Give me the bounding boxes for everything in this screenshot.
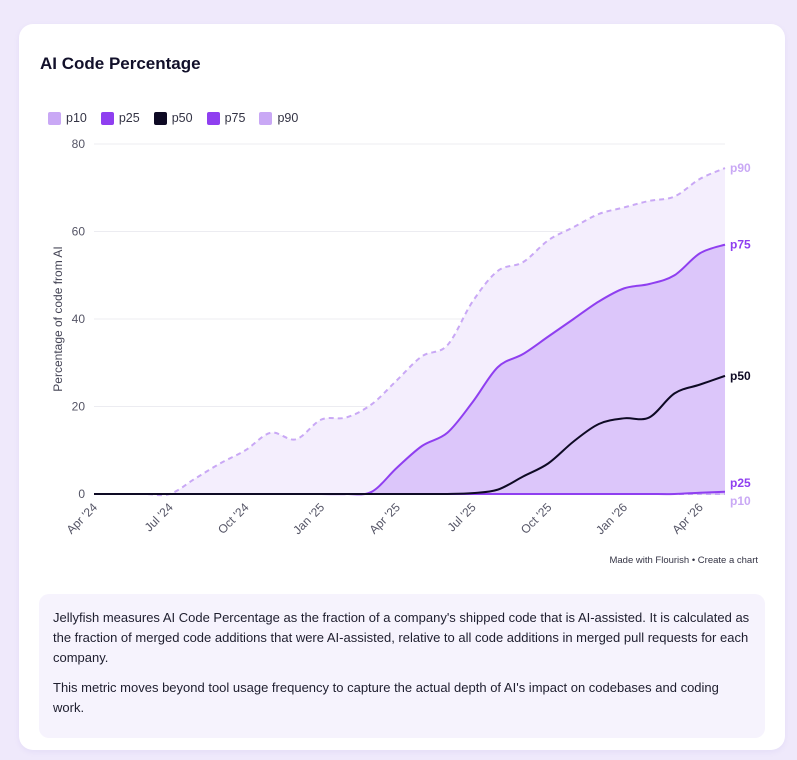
x-tick-label: Jul '24 <box>142 500 176 534</box>
description-paragraph: This metric moves beyond tool usage freq… <box>53 680 719 715</box>
legend-label-p75: p75 <box>224 111 246 125</box>
legend-swatch-p90 <box>259 111 273 125</box>
legend-item-p75[interactable]: p75 <box>206 111 246 125</box>
legend-swatch-p10 <box>48 111 61 125</box>
series-end-label-p10: p10 <box>730 494 751 508</box>
x-tick-label: Oct '25 <box>518 500 555 537</box>
legend-label-p90: p90 <box>277 111 299 125</box>
y-tick-label: 20 <box>72 400 86 414</box>
legend-item-p25[interactable]: p25 <box>100 111 140 125</box>
legend-label-p25: p25 <box>118 111 140 125</box>
x-tick-label: Jul '25 <box>445 500 479 534</box>
legend-swatch-p50 <box>153 111 167 125</box>
series-end-label-p25: p25 <box>730 476 751 490</box>
legend-swatch-p25 <box>100 111 114 125</box>
x-tick-label: Jan '25 <box>290 500 327 537</box>
series-line-p50 <box>94 374 726 496</box>
legend-item-p10[interactable]: p10 <box>48 111 87 125</box>
legend-item-p50[interactable]: p50 <box>153 111 193 125</box>
chart-card: AI Code Percentage p10 p25 p50 p75 p90 0… <box>19 24 785 750</box>
x-tick-label: Jan '26 <box>593 500 630 537</box>
y-tick-label: 0 <box>78 487 85 501</box>
chart-plot: 0 20 40 60 80 Percentage of code from AI Apr '… <box>51 137 751 537</box>
y-tick-label: 60 <box>72 225 86 239</box>
band-p25-p75 <box>94 244 725 495</box>
x-tick-label: Apr '25 <box>366 500 403 537</box>
legend-swatch-p75 <box>206 111 220 125</box>
chart-title: AI Code Percentage <box>40 54 201 73</box>
flourish-credit-link[interactable]: Made with Flourish • Create a chart <box>609 555 758 566</box>
x-tick-label: Oct '24 <box>215 500 252 537</box>
y-tick-label: 80 <box>72 137 86 151</box>
description-box: Jellyfish measures AI Code Percentage as… <box>39 594 765 738</box>
series-end-label-p50: p50 <box>730 369 751 383</box>
x-tick-label: Apr '24 <box>64 500 101 537</box>
description-paragraph: Jellyfish measures AI Code Percentage as… <box>53 610 750 665</box>
series-end-label-p90: p90 <box>730 161 751 175</box>
legend-label-p50: p50 <box>171 111 193 125</box>
chart-legend: p10 p25 p50 p75 p90 <box>48 111 298 125</box>
x-tick-label: Apr '26 <box>669 500 706 537</box>
series-end-label-p75: p75 <box>730 238 751 252</box>
legend-item-p90[interactable]: p90 <box>259 111 298 125</box>
series-line-p90 <box>94 167 726 497</box>
legend-label-p10: p10 <box>66 111 87 125</box>
y-tick-label: 40 <box>72 312 86 326</box>
y-axis-label: Percentage of code from AI <box>51 246 65 391</box>
